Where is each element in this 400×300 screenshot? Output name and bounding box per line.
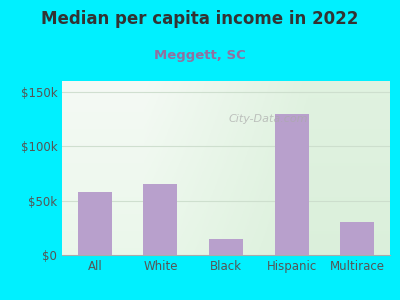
Text: Meggett, SC: Meggett, SC	[154, 50, 246, 62]
Bar	[78, 192, 112, 255]
Bar	[209, 239, 243, 255]
Text: City-Data.com: City-Data.com	[229, 114, 308, 124]
Bar	[340, 222, 374, 255]
Text: Median per capita income in 2022: Median per capita income in 2022	[41, 11, 359, 28]
Bar	[274, 114, 309, 255]
Bar	[143, 184, 178, 255]
